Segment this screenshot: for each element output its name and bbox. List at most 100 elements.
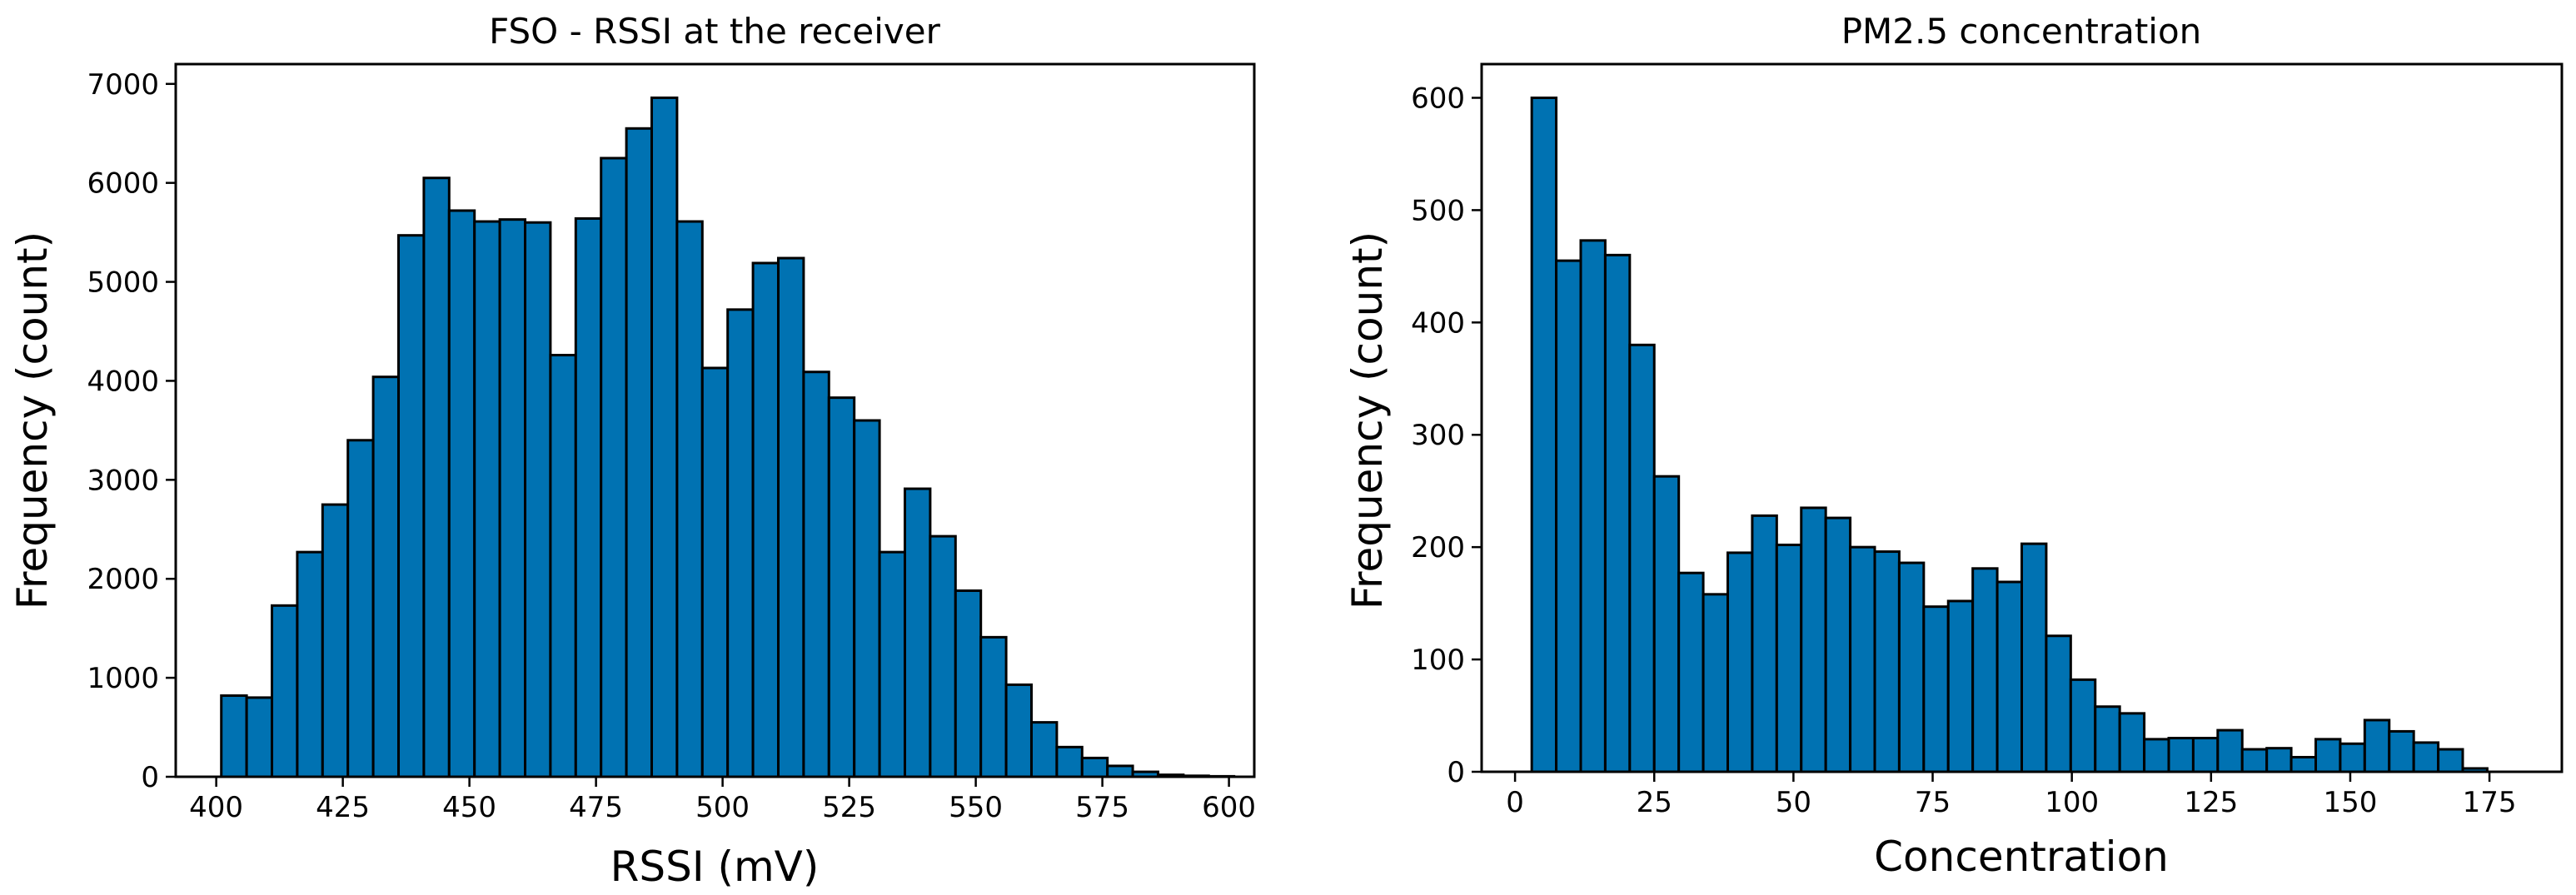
chart-pm25-bar [2020, 542, 2048, 773]
chart-pm25-x-tick-label: 25 [1637, 786, 1672, 819]
chart-pm25-bar [1775, 543, 1803, 773]
chart-rssi-bar [979, 635, 1008, 778]
chart-rssi-bar [245, 696, 274, 778]
chart-rssi-bar [675, 220, 704, 778]
chart-pm25-bar [2339, 742, 2366, 773]
chart-pm25-bar [2240, 748, 2269, 773]
chart-rssi-bar [853, 419, 881, 778]
chart-rssi-bar [321, 503, 350, 778]
chart-pm25-x-tick-label: 175 [2463, 786, 2517, 819]
chart-rssi-y-tick-label: 7000 [87, 68, 159, 102]
chart-pm25-bar [1897, 561, 1926, 773]
chart-rssi-x-tick-label: 425 [316, 791, 370, 824]
chart-pm25-bar [2216, 728, 2244, 773]
chart-pm25-bar [2143, 738, 2170, 773]
chart-rssi-y-tick-label: 6000 [87, 167, 159, 201]
chart-rssi-bar [1029, 721, 1059, 778]
chart-pm25-bar [1996, 580, 2023, 773]
chart-pm25-bar [1702, 593, 1730, 773]
chart-pm25-y-axis-label: Frequency (count) [1343, 231, 1392, 609]
chart-rssi-x-axis-label: RSSI (mV) [610, 843, 820, 891]
chart-pm25-bar [2094, 705, 2121, 773]
chart-rssi-y-axis-label: Frequency (count) [8, 231, 57, 609]
chart-pm25-x-tick-label: 50 [1776, 786, 1811, 819]
chart-rssi-bars [220, 96, 1236, 778]
chart-rssi-x-tick-label: 575 [1075, 791, 1129, 824]
chart-rssi-bar [1055, 745, 1084, 778]
chart-pm25-bar [2363, 718, 2391, 773]
chart-rssi-bar [498, 218, 527, 778]
chart-rssi-bar [473, 220, 501, 778]
chart-rssi-bar [802, 370, 830, 778]
chart-pm25-bar [1530, 96, 1558, 773]
chart-rssi-y-tick-label: 0 [141, 761, 159, 794]
chart-rssi-x-tick-label: 400 [189, 791, 243, 824]
chart-pm25-bar [2118, 712, 2146, 773]
chart-pm25-bar [1824, 516, 1852, 773]
chart-rssi-bar [296, 550, 324, 778]
chart-pm25-y-tick-label: 400 [1411, 306, 1465, 340]
chart-rssi-bar [549, 354, 577, 778]
chart-rssi-bar [600, 157, 628, 778]
chart-pm25-bar [1652, 475, 1681, 773]
chart-pm25-x-tick-label: 0 [1506, 786, 1524, 819]
chart-pm25: PM2.5 concentration 0 25 50 75 100 125 150 175 … [1343, 11, 2564, 881]
chart-rssi-bar [650, 96, 679, 778]
chart-pm25-bar [1603, 253, 1632, 773]
chart-pm25-x-tick-label: 150 [2323, 786, 2377, 819]
chart-pm25-bar [1751, 514, 1778, 773]
chart-pm25-plot-frame [1480, 62, 2564, 773]
chart-pm25-bar [2412, 741, 2440, 773]
chart-rssi-bar [271, 604, 299, 778]
chart-rssi-plot-frame [174, 62, 1256, 778]
chart-pm25-bar [1628, 343, 1656, 773]
chart-pm25-bar [1922, 605, 1950, 773]
chart-pm25-bar [2191, 737, 2220, 773]
chart-rssi-bar [524, 221, 552, 778]
chart-rssi-x-tick-label: 600 [1202, 791, 1256, 824]
chart-rssi-y-tick-label: 5000 [87, 266, 159, 300]
chart-pm25-bar [1849, 545, 1876, 773]
chart-pm25-bar [2314, 738, 2342, 773]
chart-rssi-x-tick-label: 475 [569, 791, 623, 824]
chart-pm25-x-axis-label: Concentration [1874, 833, 2169, 881]
chart-rssi-bar [878, 550, 906, 778]
chart-pm25-y-tick-label: 300 [1411, 419, 1465, 452]
chart-rssi-bar [1106, 764, 1134, 778]
chart-pm25-x-tick-label: 125 [2184, 786, 2238, 819]
chart-pm25-y-tick-label: 600 [1411, 82, 1465, 115]
chart-rssi-bar [726, 308, 755, 778]
chart-rssi: FSO - RSSI at the receiver 400 425 450 475 5… [8, 11, 1256, 891]
chart-rssi-y-tick-label: 1000 [87, 662, 159, 695]
chart-pm25-bar [1800, 506, 1827, 773]
chart-pm25-bar [2388, 729, 2415, 773]
chart-pm25-bar [1726, 551, 1754, 773]
chart-rssi-bar [776, 256, 805, 778]
chart-rssi-bar [346, 439, 375, 778]
chart-pm25-bar [2069, 678, 2097, 773]
chart-rssi-bar [574, 216, 603, 778]
chart-pm25-y-tick-label: 0 [1447, 756, 1465, 789]
chart-rssi-bar [447, 209, 476, 778]
chart-rssi-bar [397, 234, 426, 778]
chart-rssi-y-tick-label: 4000 [87, 365, 159, 398]
chart-pm25-bar [1555, 259, 1582, 773]
chart-rssi-x-tick-label: 550 [949, 791, 1003, 824]
chart-rssi-bar [954, 589, 983, 778]
chart-rssi-bar [1004, 683, 1033, 778]
chart-rssi-title: FSO - RSSI at the receiver [489, 11, 941, 52]
chart-pm25-y-tick-label: 100 [1411, 644, 1465, 677]
chart-rssi-bar [827, 396, 856, 778]
chart-pm25-bar [1677, 571, 1705, 773]
chart-rssi-bar [751, 261, 780, 778]
chart-rssi-bar [903, 487, 932, 778]
chart-rssi-x-tick-label: 500 [695, 791, 750, 824]
chart-pm25-x-tick-label: 75 [1915, 786, 1951, 819]
chart-pm25-bar [1946, 599, 1975, 773]
chart-pm25-y-ticks: 0 100 200 300 400 500 600 [1411, 82, 1482, 789]
chart-rssi-bar [1080, 756, 1109, 778]
chart-rssi-bar [220, 694, 248, 778]
chart-pm25-bar [2290, 755, 2317, 773]
chart-pm25-x-ticks: 0 25 50 75 100 125 150 175 [1506, 772, 2517, 819]
